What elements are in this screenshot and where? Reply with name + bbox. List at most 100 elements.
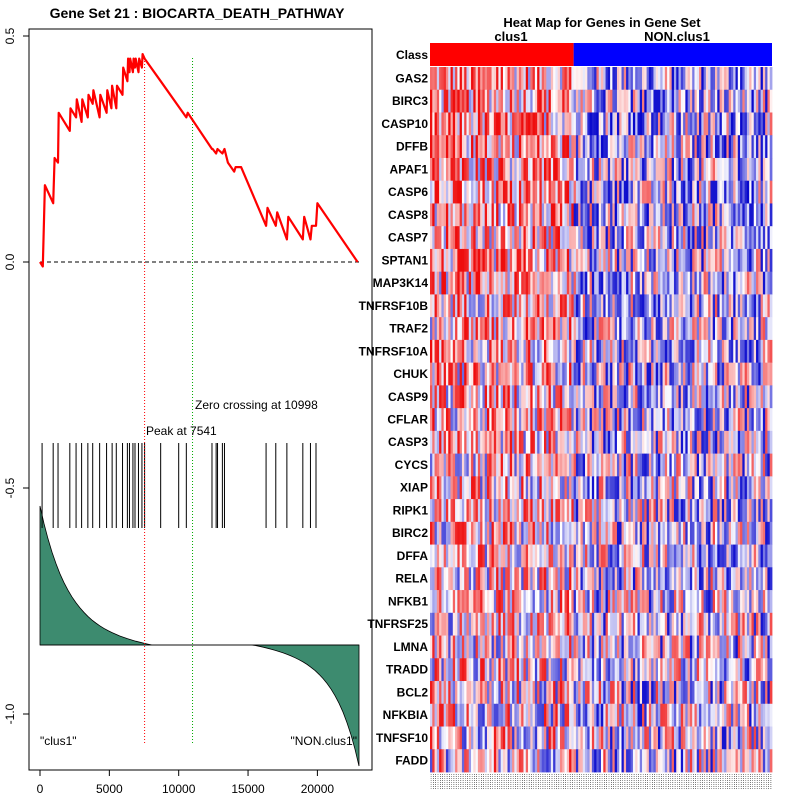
heatmap-cell [696, 362, 700, 386]
heatmap-cell [749, 248, 752, 273]
right-class-label: "NON.clus1" [290, 734, 357, 748]
heatmap-cell [562, 317, 565, 341]
heatmap-cell [651, 567, 654, 591]
heatmap-cell [687, 157, 691, 182]
heatmap-cell [464, 567, 467, 591]
heatmap-cell [767, 749, 771, 773]
heatmap-cell [628, 248, 632, 273]
heatmap-cell [667, 271, 670, 295]
heatmap-cell [712, 499, 716, 523]
heatmap-cell [694, 430, 698, 455]
heatmap-cell [621, 453, 625, 477]
heatmap-cell [719, 248, 723, 273]
heatmap-cell [692, 521, 695, 545]
heatmap-cell [719, 157, 723, 182]
heatmap-cell [559, 157, 563, 182]
heatmap-cell [630, 271, 634, 295]
heatmap-cell [525, 317, 529, 341]
heatmap-cell [719, 476, 723, 500]
heatmap-cell [544, 112, 547, 136]
heatmap-cell [564, 112, 568, 136]
heatmap-cell [762, 248, 766, 273]
heatmap-cell [733, 385, 736, 409]
heatmap-cell [518, 89, 522, 113]
heatmap-cell [466, 157, 470, 182]
heatmap-cell [662, 476, 666, 500]
heatmap-cell [737, 271, 741, 295]
heatmap-cell [544, 567, 547, 591]
heatmap-cell [509, 658, 513, 682]
heatmap-cell [482, 658, 486, 682]
heatmap-cell [730, 612, 734, 636]
heatmap-cell [569, 681, 572, 705]
heatmap-cell [667, 362, 670, 386]
heatmap-cell [726, 248, 730, 273]
heatmap-cell [480, 135, 483, 159]
heatmap-cell [664, 567, 668, 591]
heatmap-cell [692, 271, 695, 295]
heatmap-cell [564, 499, 568, 523]
heatmap-cell [500, 726, 504, 750]
heatmap-cell [471, 89, 474, 113]
heatmap-cell [487, 339, 490, 364]
heatmap-cell [464, 294, 467, 318]
heatmap-cell [644, 135, 647, 159]
heatmap-cell [696, 726, 700, 750]
heatmap-cell [541, 453, 545, 477]
heatmap-cell [484, 135, 488, 159]
heatmap-cell [687, 385, 691, 409]
heatmap-cell [680, 271, 684, 295]
heatmap-cell [619, 157, 622, 182]
heatmap-cell [746, 294, 750, 318]
heatmap-cell [445, 703, 449, 727]
gene-hit-bars [41, 443, 317, 528]
heatmap-cell [746, 635, 750, 659]
heatmap-cell [653, 612, 657, 636]
heatmap-cell [619, 453, 622, 477]
heatmap-cell [762, 476, 766, 500]
heatmap-cell [512, 271, 515, 295]
heatmap-cell [742, 499, 746, 523]
heatmap-cell [676, 294, 679, 318]
heatmap-cell [758, 567, 761, 591]
heatmap-cell [724, 408, 727, 432]
heatmap-cell [762, 726, 766, 750]
heatmap-cell [445, 248, 449, 273]
heatmap-cell [694, 635, 698, 659]
heatmap-cell [614, 226, 618, 250]
class-label-clus1: clus1 [494, 29, 527, 44]
heatmap-cell [751, 612, 755, 636]
heatmap-cell [724, 135, 727, 159]
heatmap-cell [765, 476, 768, 500]
heatmap-cell [630, 362, 634, 386]
heatmap-cell [491, 658, 495, 682]
left-class-label: "clus1" [40, 734, 77, 748]
heatmap-cell [509, 157, 513, 182]
heatmap-cell [632, 408, 636, 432]
heatmap-cell [710, 612, 714, 636]
heatmap-cell [525, 226, 529, 250]
heatmap-cell [594, 430, 597, 455]
heatmap-cell [612, 203, 616, 227]
heatmap-cell [703, 89, 707, 113]
heatmap-cell [685, 112, 689, 136]
heatmap-cell [525, 203, 529, 227]
heatmap-cell [662, 567, 666, 591]
heatmap-cell [664, 453, 668, 477]
heatmap-cell [685, 590, 689, 614]
heatmap-cell [596, 476, 600, 500]
heatmap-cell [555, 271, 559, 295]
heatmap-cell [509, 681, 513, 705]
heatmap-cell [450, 226, 454, 250]
heatmap-cell [439, 248, 442, 273]
heatmap-cell [496, 681, 499, 705]
heatmap-cell [607, 362, 611, 386]
heatmap-cell [767, 339, 771, 364]
heatmap-cell [507, 681, 511, 705]
heatmap-cell [660, 499, 663, 523]
heatmap-cell [473, 226, 476, 250]
heatmap-cell [687, 453, 691, 477]
heatmap-cell [459, 67, 463, 91]
heatmap-cell [432, 590, 435, 614]
heatmap-cell [765, 430, 768, 455]
